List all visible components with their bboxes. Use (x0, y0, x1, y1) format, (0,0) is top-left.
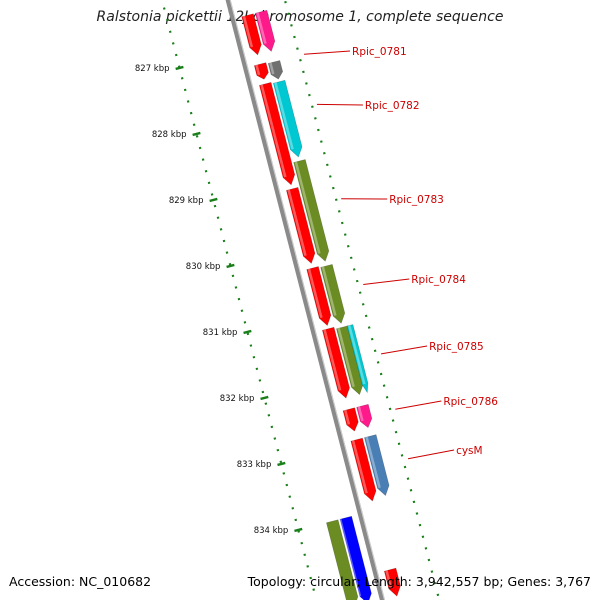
scale-tick-4 (226, 263, 235, 269)
gene-arrow-sheen-5 (260, 84, 287, 178)
gene-arrow-6 (272, 79, 303, 158)
gene-label-4: Rpic_0784 (411, 274, 466, 286)
gene-arrow-sheen-8 (287, 189, 307, 256)
gene-arrow-sheen-9 (307, 268, 323, 318)
gene-arrow-sheen-1 (242, 15, 254, 48)
scale-tick-6 (260, 395, 269, 401)
gene-label-7: cysM (456, 445, 483, 457)
accession-text: Accession: NC_010682 (9, 574, 152, 589)
gene-arrow-sheen-17 (365, 436, 381, 489)
gene-arrow-sheen-19 (352, 515, 375, 594)
gene-arrow-2 (254, 9, 276, 52)
scale-tick-label-3: 829 kbp (169, 196, 204, 206)
gene-arrow-sheen-3 (255, 64, 261, 76)
gene-label-5: Rpic_0785 (429, 341, 484, 353)
gene-arrow-5 (259, 82, 296, 186)
gene-label-6: Rpic_0786 (443, 396, 498, 408)
backbone-line (225, 0, 386, 600)
gene-arrow-12 (336, 325, 364, 396)
gene-arrow-sheen-6 (274, 82, 294, 150)
coordinate-rail-right (283, 0, 440, 597)
gene-label-leader-5 (381, 345, 428, 355)
scale-tick-1 (175, 65, 184, 71)
gene-arrow-8 (286, 186, 316, 264)
gene-arrow-9 (306, 266, 332, 326)
gene-arrow-sheen-15 (357, 406, 364, 422)
sequence-summary-text: Topology: circular; Length: 3,942,557 bp… (247, 574, 591, 589)
gene-arrow-sheen-14 (344, 409, 351, 425)
gene-label-leader-4 (363, 278, 410, 286)
gene-arrow-4 (267, 60, 284, 80)
gene-arrow-14 (342, 407, 359, 432)
gene-arrow-17 (364, 434, 390, 497)
gene-arrow-sheen-10 (321, 266, 337, 316)
gene-label-3: Rpic_0783 (389, 194, 444, 206)
gene-arrow-18 (383, 567, 401, 597)
gene-arrow-sheen-16 (351, 440, 368, 494)
gene-arrow-11 (321, 326, 350, 399)
scale-tick-label-8: 834 kbp (254, 526, 289, 536)
scale-tick-label-7: 833 kbp (237, 460, 272, 470)
gene-arrow-3 (253, 62, 269, 80)
scale-tick-label-4: 830 kbp (186, 262, 221, 272)
scale-tick-8 (294, 527, 303, 533)
gene-arrow-sheen-4 (269, 62, 275, 75)
gene-arrow-sheen-11 (323, 329, 342, 391)
gene-arrow-15 (356, 403, 373, 429)
scale-tick-label-6: 832 kbp (220, 394, 255, 404)
gene-arrow-10 (320, 264, 346, 324)
map-title: Ralstonia pickettii 12J chromosome 1, co… (96, 9, 504, 25)
gene-label-leader-2 (316, 103, 363, 106)
scale-tick-label-2: 828 kbp (152, 130, 187, 140)
scale-tick-3 (209, 197, 218, 203)
gene-label-leader-6 (395, 400, 442, 410)
scale-tick-7 (277, 461, 286, 467)
gene-label-2: Rpic_0782 (365, 100, 420, 112)
gene-arrow-sheen-2 (256, 12, 267, 44)
coordinate-rail-left (160, 0, 318, 600)
backbone-highlight (229, 0, 386, 600)
gene-arrow-7 (293, 159, 330, 262)
gene-arrow-13 (346, 324, 369, 394)
scale-tick-label-1: 827 kbp (135, 64, 170, 74)
gene-label-leader-1 (304, 50, 351, 55)
gene-arrow-1 (241, 13, 262, 56)
gene-label-leader-7 (407, 449, 455, 460)
gene-arrow-sheen-18 (385, 570, 393, 589)
scale-tick-2 (192, 131, 201, 137)
gene-arrow-20 (326, 519, 359, 600)
gene-arrow-sheen-12 (337, 327, 355, 388)
scale-tick-5 (243, 329, 252, 335)
gene-arrow-sheen-20 (339, 518, 362, 597)
gene-arrow-sheen-13 (348, 325, 366, 385)
gene-arrow-sheen-7 (294, 161, 321, 254)
gene-arrow-16 (350, 437, 377, 502)
gene-label-1: Rpic_0781 (352, 46, 407, 58)
scale-tick-label-5: 831 kbp (203, 328, 238, 338)
